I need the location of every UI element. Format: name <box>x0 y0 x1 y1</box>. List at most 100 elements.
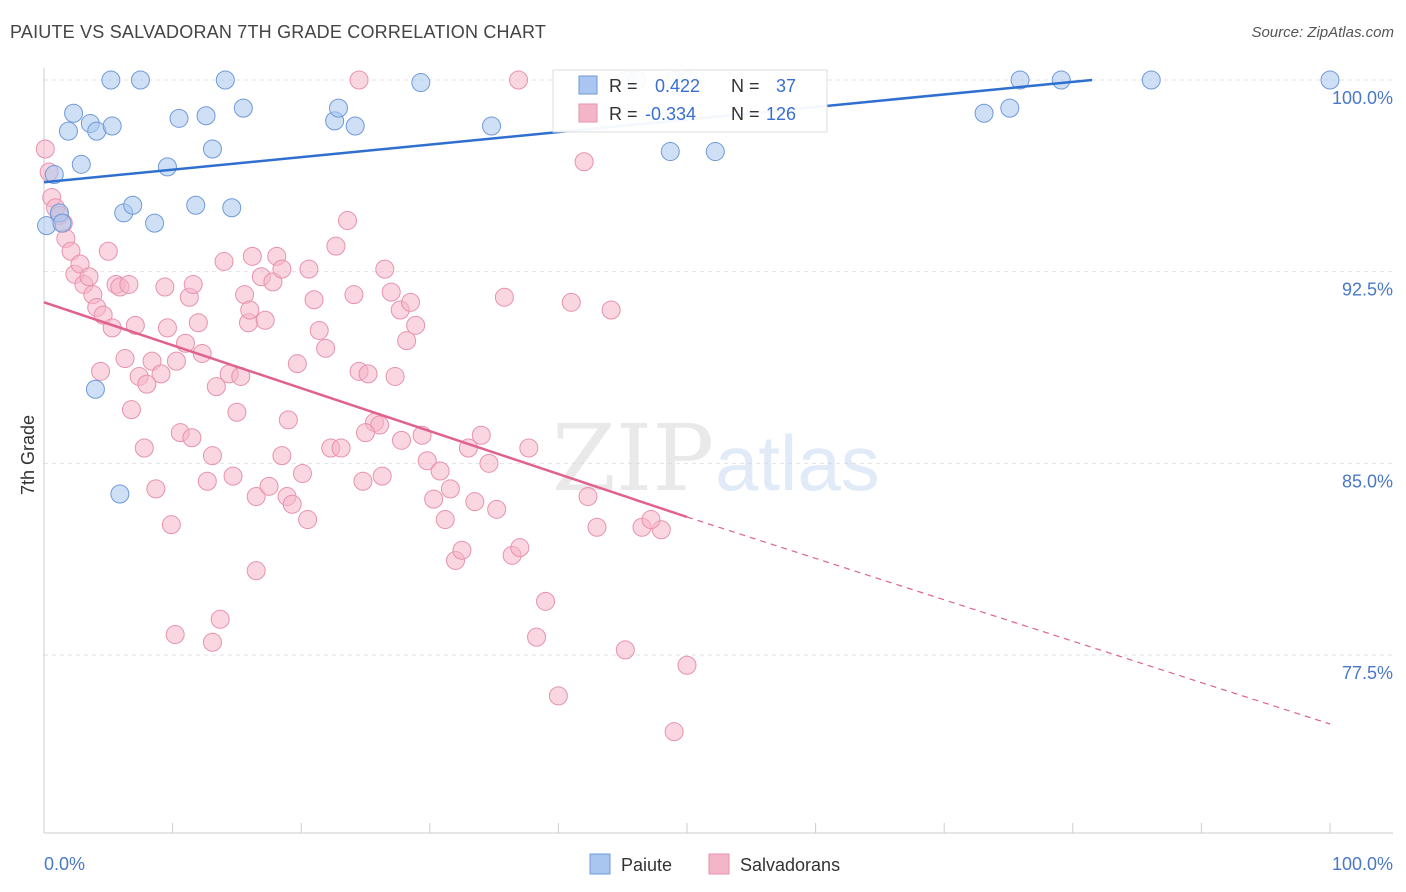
paiute-point <box>52 213 72 233</box>
salvadorans-point <box>202 446 222 466</box>
salvadorans-point <box>91 361 111 381</box>
salvadorans-point <box>356 423 375 443</box>
salvadorans-point <box>299 259 319 279</box>
salvadorans-point <box>155 277 175 297</box>
salvadorans-point <box>392 430 412 450</box>
salvadorans-point <box>188 313 208 333</box>
paiute-point <box>85 379 105 399</box>
x-tick-label: 0.0% <box>44 854 85 874</box>
salvadorans-point <box>246 561 266 581</box>
salvadorans-point <box>641 510 661 530</box>
salvadorans-point <box>246 487 266 507</box>
salvadorans-point <box>677 655 697 675</box>
legend: Paiute Salvadorans <box>589 853 840 875</box>
salvadorans-point <box>397 331 417 351</box>
salvadorans-point <box>278 410 298 430</box>
y-tick-label: 77.5% <box>1342 663 1393 683</box>
y-tick-label: 92.5% <box>1342 280 1393 300</box>
stats-salvadorans-r-value: -0.334 <box>645 104 696 124</box>
paiute-point <box>64 103 84 123</box>
salvadorans-point <box>182 428 202 448</box>
salvadorans-point <box>494 287 514 307</box>
salvadorans-point <box>292 464 312 484</box>
salvadorans-point <box>381 282 401 302</box>
paiute-point <box>482 116 502 136</box>
legend-salvadorans-label: Salvadorans <box>740 855 840 875</box>
salvadorans-point <box>344 285 364 305</box>
salvadorans-point <box>479 453 499 473</box>
paiute-point <box>411 73 431 93</box>
salvadorans-point <box>385 366 405 386</box>
salvadorans-point <box>375 259 395 279</box>
stats-salvadorans-n-value: 126 <box>766 104 796 124</box>
salvadorans-point <box>510 538 530 558</box>
paiute-point <box>202 139 222 159</box>
salvadorans-point <box>471 425 491 445</box>
paiute-point <box>1141 70 1161 90</box>
paiute-point <box>110 484 130 504</box>
salvadorans-point <box>272 259 292 279</box>
salvadorans-point <box>316 338 336 358</box>
salvadorans-trend-line <box>43 301 688 519</box>
salvadorans-point <box>601 300 621 320</box>
paiute-point <box>233 98 253 118</box>
salvadorans-point <box>287 354 307 374</box>
stats-paiute-n-label: N = <box>731 76 760 96</box>
salvadorans-point <box>115 349 135 369</box>
salvadorans-point <box>587 517 607 537</box>
salvadorans-trend-extension <box>686 516 1331 725</box>
salvadorans-point <box>574 152 594 172</box>
paiute-point <box>1010 70 1030 90</box>
legend-salvadorans-swatch <box>708 853 730 875</box>
salvadorans-point <box>527 627 547 647</box>
salvadorans-point <box>465 492 485 512</box>
salvadorans-point <box>452 540 472 560</box>
stats-paiute-n-value: 37 <box>776 76 796 96</box>
y-axis-label: 7th Grade <box>18 415 38 495</box>
stats-salvadorans-swatch <box>578 103 598 123</box>
y-tick-label: 100.0% <box>1332 88 1393 108</box>
paiute-point <box>186 195 206 215</box>
salvadorans-point <box>309 320 329 340</box>
chart-title: PAIUTE VS SALVADORAN 7TH GRADE CORRELATI… <box>10 22 547 42</box>
salvadorans-point <box>259 476 279 496</box>
salvadorans-point <box>282 494 302 514</box>
stats-paiute-r-label: R = <box>609 76 638 96</box>
y-tick-label: 85.0% <box>1342 471 1393 491</box>
y-tick-labels: 77.5% 85.0% 92.5% 100.0% <box>1332 88 1393 683</box>
salvadorans-point <box>615 640 635 660</box>
salvadorans-point <box>440 479 460 499</box>
stats-box: R = 0.422 N = 37 R = -0.334 N = 126 <box>552 69 828 133</box>
salvadorans-point <box>548 686 568 706</box>
salvadorans-point <box>98 241 118 261</box>
x-tick-label: 100.0% <box>1332 854 1393 874</box>
paiute-point <box>215 70 235 90</box>
legend-paiute-label: Paiute <box>621 855 672 875</box>
paiute-point <box>345 116 365 136</box>
paiute-points <box>37 70 1340 504</box>
paiute-point <box>169 108 189 128</box>
salvadorans-point <box>197 471 217 491</box>
salvadorans-point <box>349 70 369 90</box>
salvadorans-point <box>578 487 598 507</box>
salvadorans-point <box>372 466 392 486</box>
paiute-point <box>130 70 150 90</box>
paiute-point <box>328 98 348 118</box>
salvadorans-point <box>134 438 154 458</box>
salvadorans-point <box>358 364 378 384</box>
watermark-zip: ZIP <box>552 405 714 512</box>
paiute-point <box>102 116 122 136</box>
salvadorans-point <box>125 315 145 335</box>
salvadorans-point <box>242 246 262 266</box>
salvadorans-point <box>417 451 437 471</box>
paiute-point <box>196 106 216 126</box>
salvadorans-point <box>337 211 357 231</box>
salvadorans-point <box>206 377 226 397</box>
salvadorans-point <box>424 489 444 509</box>
salvadorans-point <box>326 236 346 256</box>
salvadorans-point <box>151 364 171 384</box>
paiute-point <box>660 142 680 162</box>
salvadorans-point <box>223 466 243 486</box>
salvadorans-point <box>79 267 99 287</box>
